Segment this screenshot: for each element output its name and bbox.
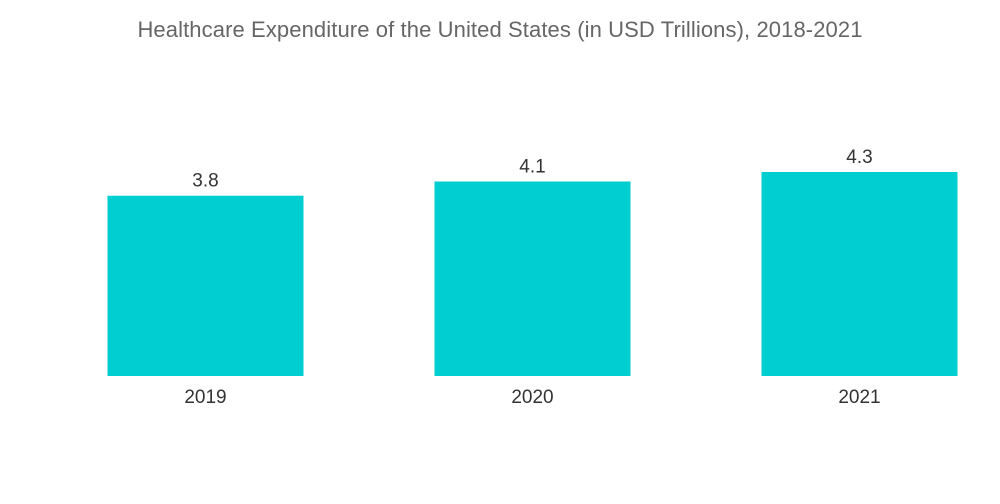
bars-group xyxy=(107,172,958,376)
value-label-2019: 3.8 xyxy=(192,171,218,192)
bar-2021 xyxy=(761,172,958,376)
x-tick-label-2021: 2021 xyxy=(838,387,880,408)
bar-2020 xyxy=(434,181,631,376)
value-labels-group: 3.8 4.1 4.3 xyxy=(192,147,872,192)
x-tick-labels-group: 2019 2020 2021 xyxy=(184,387,880,408)
x-tick-label-2020: 2020 xyxy=(511,387,553,408)
value-label-2021: 4.3 xyxy=(846,147,872,168)
value-label-2020: 4.1 xyxy=(519,157,545,178)
bar-2019 xyxy=(107,195,304,376)
chart-title: Healthcare Expenditure of the United Sta… xyxy=(137,17,863,42)
x-tick-label-2019: 2019 xyxy=(184,387,226,408)
